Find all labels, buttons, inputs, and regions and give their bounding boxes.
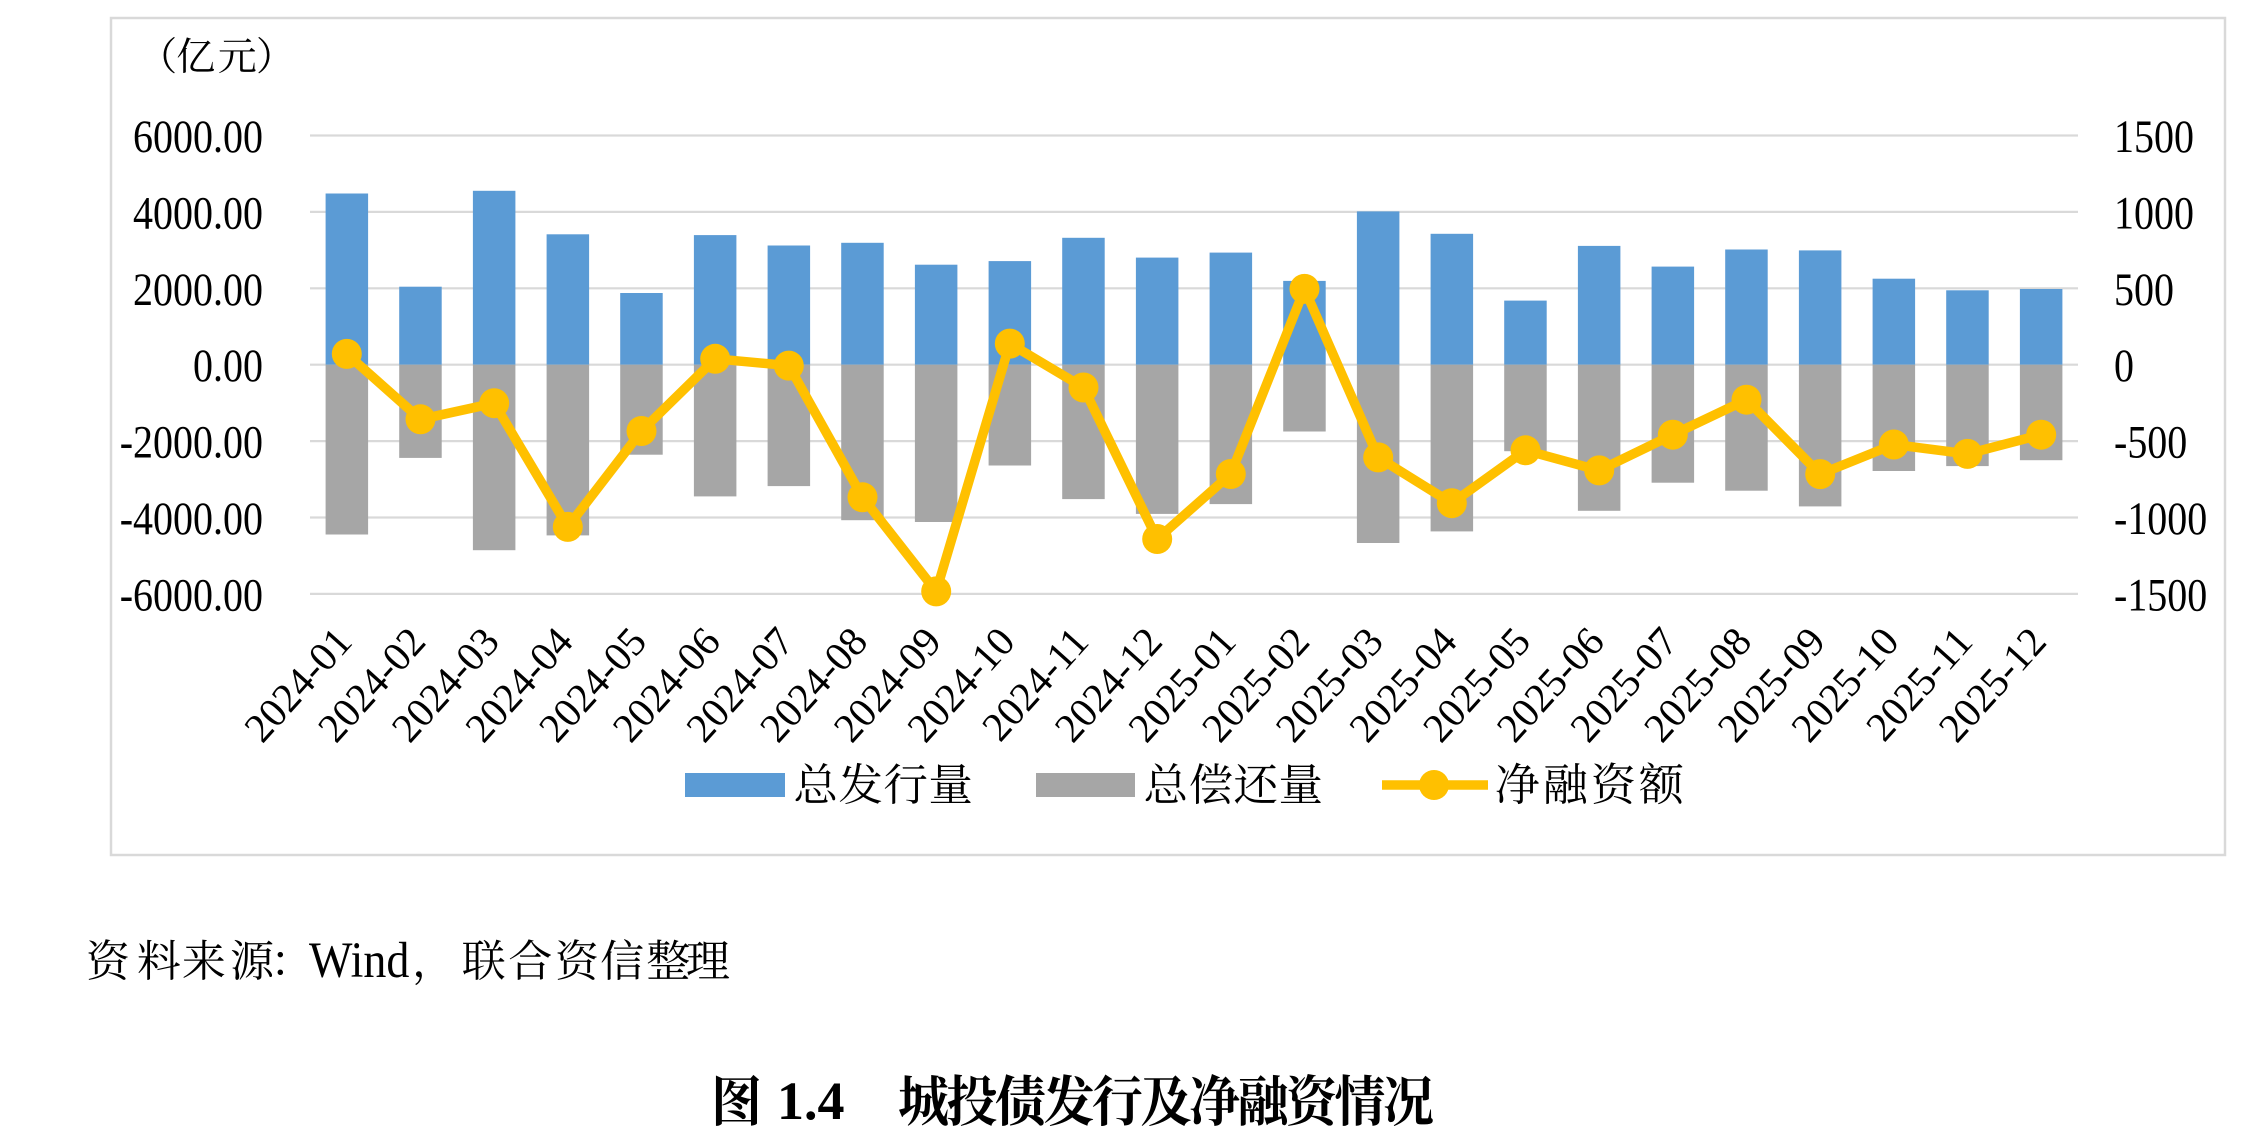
svg-text:Wind: Wind — [309, 933, 409, 988]
svg-text:6000.00: 6000.00 — [133, 111, 263, 162]
svg-text:-4000.00: -4000.00 — [120, 493, 263, 544]
svg-text:0: 0 — [2114, 340, 2134, 391]
svg-text:-500: -500 — [2114, 417, 2187, 468]
svg-text:500: 500 — [2114, 264, 2174, 315]
svg-text:-6000.00: -6000.00 — [120, 570, 263, 621]
svg-text:1000: 1000 — [2114, 188, 2194, 239]
svg-text:2000.00: 2000.00 — [133, 264, 263, 315]
svg-text:0.00: 0.00 — [193, 340, 263, 391]
svg-text:-2000.00: -2000.00 — [120, 417, 263, 468]
svg-text:1500: 1500 — [2114, 111, 2194, 162]
svg-text:4000.00: 4000.00 — [133, 188, 263, 239]
svg-text:1.4: 1.4 — [777, 1071, 845, 1131]
svg-text:-1000: -1000 — [2114, 493, 2207, 544]
svg-text:-1500: -1500 — [2114, 570, 2207, 621]
